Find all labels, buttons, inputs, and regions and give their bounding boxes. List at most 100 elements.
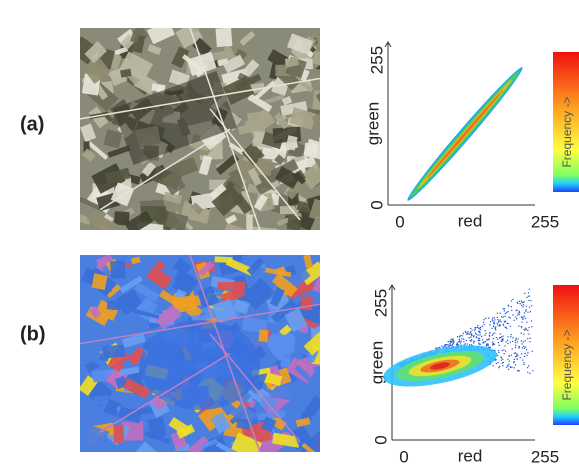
- classified-image: [80, 255, 320, 452]
- scatter-dot: [523, 301, 525, 303]
- scatter-dot: [523, 312, 526, 314]
- image-patch: [285, 180, 304, 200]
- scatter-dot: [523, 315, 525, 317]
- image-patch: [261, 416, 277, 433]
- scatter-dot: [460, 340, 462, 342]
- scatter-dot: [500, 359, 502, 361]
- scatter-dot: [491, 344, 494, 346]
- image-patch: [295, 417, 311, 428]
- image-patch: [312, 50, 320, 68]
- image-patch: [123, 378, 151, 399]
- scatter-dot: [526, 296, 528, 298]
- image-patch: [174, 270, 194, 287]
- scatter-dot: [445, 343, 448, 346]
- scatter-dot: [514, 347, 517, 349]
- scatter-dot: [491, 327, 493, 330]
- scatter-dot: [489, 346, 491, 348]
- scatter-dot: [512, 314, 514, 316]
- scatter-dot: [517, 338, 519, 340]
- scatter-dot: [494, 349, 496, 351]
- image-patch: [190, 202, 204, 215]
- scatter-dot: [514, 352, 517, 354]
- scatter-dot: [465, 333, 468, 335]
- scatter-dot: [496, 354, 499, 357]
- scatter-dot: [493, 325, 495, 327]
- scatter-dot: [518, 325, 520, 327]
- scatter-dot: [488, 334, 490, 336]
- scatter-dot: [511, 348, 513, 350]
- scatter-dot: [500, 316, 503, 318]
- scatter-dot: [474, 327, 476, 329]
- scatter-dot: [496, 322, 498, 324]
- scatter-dot: [435, 347, 437, 349]
- scatter-dot: [484, 334, 486, 336]
- scatter-dot: [451, 341, 453, 343]
- scatter-dot: [504, 345, 506, 347]
- x-tick-label: 0: [399, 447, 408, 464]
- image-patch: [147, 44, 162, 56]
- image-patch: [294, 364, 316, 386]
- scatter-dot: [521, 304, 523, 306]
- scatter-dot: [518, 370, 520, 372]
- image-patch: [122, 333, 146, 348]
- image-patch: [272, 432, 301, 448]
- scatter-dot: [531, 326, 533, 328]
- scatter-dot: [439, 346, 441, 349]
- y-tick-label: 0: [367, 200, 386, 209]
- image-patch: [239, 30, 256, 46]
- scatter-dot: [517, 312, 519, 314]
- scatter-dot: [510, 334, 512, 336]
- colorbar: [553, 52, 579, 192]
- scatter-dot: [479, 326, 482, 328]
- scatter-dot: [528, 295, 530, 297]
- scatter-dot: [513, 352, 515, 354]
- image-patch: [220, 222, 249, 230]
- image-patch: [225, 257, 254, 276]
- image-patch: [236, 390, 252, 406]
- scatter-dot: [527, 352, 529, 354]
- scatter-dot: [502, 358, 504, 360]
- scatter-dot: [522, 304, 525, 306]
- scatter-dot: [508, 368, 510, 370]
- scatter-dot: [479, 331, 481, 333]
- image-patch: [80, 196, 104, 212]
- scatter-dot: [525, 346, 527, 348]
- scatter-dot: [508, 305, 510, 307]
- scatter-dot: [518, 313, 520, 316]
- road: [209, 333, 301, 443]
- road: [80, 77, 320, 120]
- scatter-dot: [515, 344, 517, 347]
- scatter-dot: [501, 336, 503, 338]
- scatter-dot: [497, 319, 499, 321]
- scatter-dot: [489, 332, 491, 334]
- scatter-dot: [502, 324, 505, 326]
- image-patch: [105, 320, 124, 340]
- scatter-dot: [498, 320, 500, 322]
- scatter-dot: [491, 334, 493, 336]
- scatter-dot: [508, 360, 510, 362]
- scatter-dot: [504, 326, 506, 328]
- scatter-dot: [452, 342, 454, 345]
- scatter-dot: [493, 323, 495, 325]
- density-core: [430, 362, 450, 370]
- image-patch: [146, 28, 175, 45]
- scatter-dot: [452, 345, 454, 348]
- scatter-dot: [522, 341, 524, 343]
- scatter-dot: [491, 319, 493, 321]
- scatter-dot: [496, 312, 499, 314]
- scatter-dot: [465, 331, 467, 333]
- scatter-dot: [459, 341, 461, 343]
- scatter-dot: [479, 327, 481, 329]
- image-patch: [126, 346, 147, 366]
- scatter-dot: [500, 356, 502, 358]
- image-patch: [187, 435, 211, 452]
- scatter-dot: [452, 343, 454, 345]
- road: [80, 303, 320, 345]
- image-patch: [282, 334, 295, 351]
- scatter-dot: [488, 317, 490, 319]
- image-patch: [284, 307, 308, 333]
- scatter-dot: [528, 333, 530, 335]
- scatter-dot: [463, 344, 465, 346]
- scatter-dot: [507, 310, 509, 313]
